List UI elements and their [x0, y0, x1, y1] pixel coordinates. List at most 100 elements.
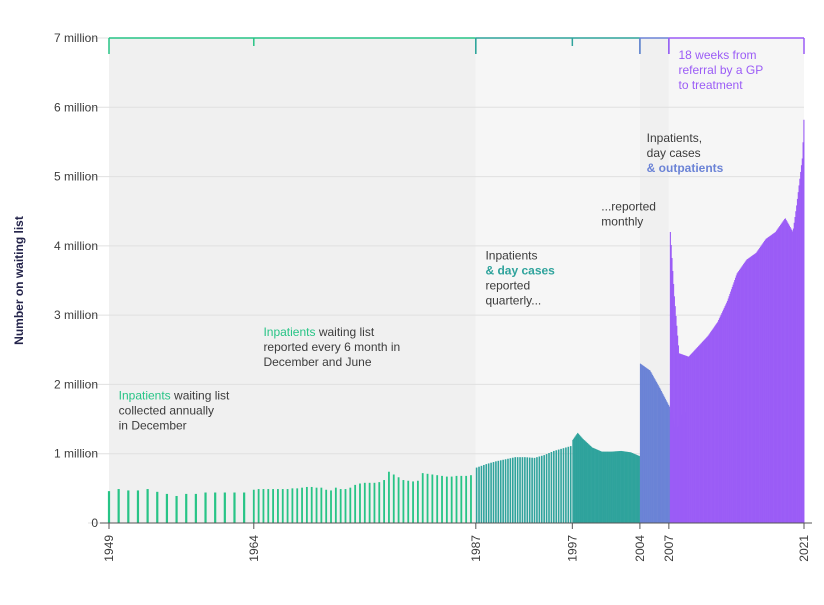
- bar: [693, 350, 696, 523]
- bar: [252, 489, 255, 523]
- bar: [625, 451, 627, 523]
- bar: [578, 434, 580, 523]
- bar: [619, 451, 621, 523]
- bar: [776, 229, 778, 523]
- bar: [681, 354, 683, 523]
- bar: [585, 441, 587, 523]
- bar: [799, 178, 801, 524]
- bar: [746, 259, 748, 523]
- bar: [753, 254, 755, 523]
- bar: [716, 322, 718, 523]
- bar: [677, 335, 679, 523]
- bar: [797, 192, 799, 524]
- bar: [214, 492, 217, 523]
- bar: [702, 340, 704, 523]
- bar: [677, 345, 679, 523]
- bar: [107, 491, 111, 523]
- bar: [726, 300, 729, 523]
- bar: [281, 489, 284, 523]
- bar: [632, 453, 634, 523]
- bar: [621, 451, 623, 523]
- bar: [604, 451, 606, 523]
- bar: [736, 273, 738, 523]
- bar: [686, 356, 688, 523]
- bar: [627, 451, 629, 523]
- bar: [741, 266, 743, 523]
- bar: [664, 397, 666, 523]
- bar: [475, 467, 478, 523]
- bar: [757, 250, 759, 523]
- bar: [575, 435, 577, 523]
- bar: [792, 231, 794, 524]
- bar: [636, 455, 638, 523]
- bar: [514, 457, 517, 523]
- bar: [204, 492, 207, 523]
- bar: [672, 270, 674, 523]
- bar: [127, 490, 130, 523]
- bar: [727, 298, 729, 523]
- bar: [528, 457, 531, 523]
- y-tick-label: 0: [91, 516, 98, 530]
- bar: [706, 337, 708, 523]
- bar: [325, 489, 328, 523]
- bar: [626, 451, 628, 523]
- bar: [777, 228, 779, 524]
- bar: [775, 231, 777, 523]
- bar: [776, 230, 778, 523]
- bar: [722, 309, 725, 523]
- y-tick-label: 4 million: [54, 239, 98, 253]
- bar: [617, 451, 619, 523]
- bar: [618, 451, 620, 523]
- bar: [620, 450, 622, 523]
- bar: [767, 237, 769, 524]
- bar: [722, 311, 724, 523]
- bar: [609, 451, 611, 523]
- bar: [695, 348, 697, 523]
- bar: [349, 487, 352, 523]
- annotation-line: to treatment: [679, 78, 744, 92]
- bar: [588, 444, 590, 523]
- bar: [598, 450, 600, 523]
- bar: [692, 352, 694, 523]
- bar: [470, 475, 472, 523]
- bar: [272, 489, 274, 523]
- bar: [512, 457, 514, 523]
- bar: [421, 473, 424, 523]
- bar: [755, 253, 757, 523]
- bar: [388, 471, 390, 523]
- annotation-line: reported every 6 month in: [263, 340, 400, 354]
- bar: [601, 451, 603, 523]
- bar: [310, 486, 313, 523]
- bar: [573, 438, 575, 523]
- bar: [675, 315, 677, 523]
- bar: [592, 447, 594, 523]
- bar: [590, 446, 592, 523]
- annotation-segment: December and June: [263, 355, 371, 369]
- bar: [450, 476, 453, 523]
- bar: [718, 318, 720, 523]
- bar: [744, 261, 746, 523]
- bar: [633, 453, 635, 523]
- bar: [373, 482, 376, 523]
- bar: [714, 325, 716, 523]
- annotation-segment: ...reported: [601, 200, 656, 214]
- bar: [509, 458, 512, 523]
- bar: [648, 369, 650, 523]
- bar: [800, 165, 803, 524]
- bar: [788, 225, 790, 523]
- bar: [739, 269, 741, 523]
- bar: [803, 119, 805, 523]
- annotation-segment: & outpatients: [647, 161, 724, 175]
- period-band-0: [109, 38, 476, 523]
- bar: [603, 451, 605, 523]
- bar: [754, 253, 756, 523]
- bar: [426, 473, 429, 523]
- bar: [789, 227, 791, 523]
- bar: [800, 171, 802, 523]
- bar: [666, 401, 668, 523]
- bar: [751, 256, 753, 523]
- bar: [569, 446, 572, 523]
- y-axis-title: Number on waiting list: [12, 216, 26, 345]
- bar: [402, 480, 405, 523]
- bar: [589, 445, 591, 523]
